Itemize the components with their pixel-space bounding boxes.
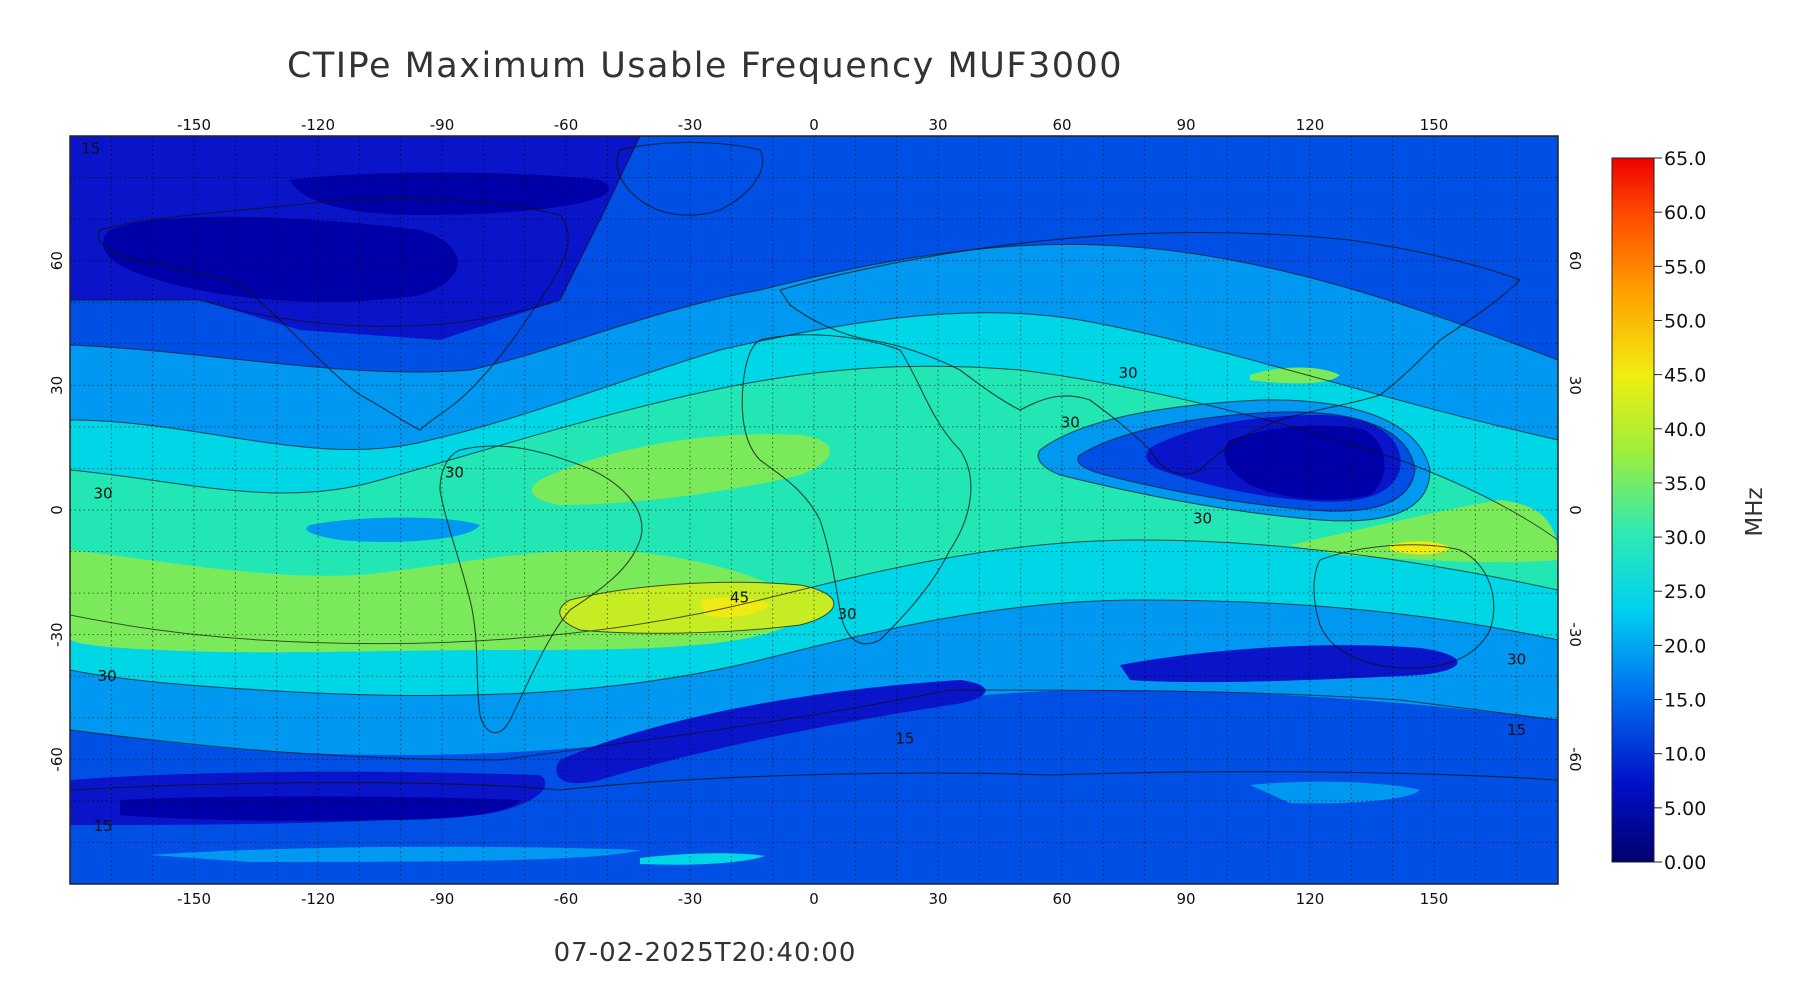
lat-tick-label-right: -60 bbox=[1566, 747, 1584, 772]
page-title: CTIPe Maximum Usable Frequency MUF3000 bbox=[286, 46, 1124, 86]
antarctica-outline bbox=[70, 771, 1558, 791]
colorbar: 65.0 60.0 55.0 50.0 45.0 40.0 35.0 30.0 25.0 20.0… bbox=[1611, 148, 1768, 874]
contour-value-label: 30 bbox=[1119, 364, 1138, 382]
colorbar-tick-label: 65.0 bbox=[1664, 148, 1706, 170]
lat-tick-label-right: 60 bbox=[1566, 251, 1584, 270]
colorbar-tick-label: 45.0 bbox=[1664, 365, 1706, 387]
contour-value-label: 15 bbox=[895, 730, 914, 748]
lon-tick-label-bottom: 30 bbox=[928, 890, 947, 908]
lon-tick-label-top: -120 bbox=[301, 116, 335, 134]
colorbar-unit-label: MHz bbox=[1742, 487, 1768, 536]
lon-tick-label-bottom: -90 bbox=[430, 890, 455, 908]
lon-tick-label-top: 120 bbox=[1296, 116, 1325, 134]
timestamp: 07-02-2025T20:40:00 bbox=[553, 938, 857, 968]
lat-tick-label-left: 0 bbox=[48, 505, 66, 515]
colorbar-tick-label: 0.00 bbox=[1664, 852, 1706, 874]
muf-contour-map: 15 30 30 30 30 45 30 30 30 15 15 30 15 bbox=[70, 136, 1558, 884]
colorbar-tick-label: 25.0 bbox=[1664, 581, 1706, 603]
africa-outline bbox=[741, 334, 972, 645]
lon-tick-label-top: -60 bbox=[554, 116, 579, 134]
contour-band-35-australia bbox=[1290, 500, 1558, 563]
lon-tick-label-top: 90 bbox=[1176, 116, 1195, 134]
lon-tick-label-bottom: 120 bbox=[1296, 890, 1325, 908]
colorbar-tick-label: 55.0 bbox=[1664, 256, 1706, 278]
contour-band-45 bbox=[700, 597, 770, 617]
contour-value-label: 30 bbox=[98, 667, 117, 685]
lat-tick-label-right: 30 bbox=[1566, 376, 1584, 395]
contour-labels: 15 30 30 30 30 45 30 30 30 15 15 30 15 bbox=[81, 139, 1526, 834]
contour-lines bbox=[70, 136, 1558, 761]
contour-band-far-south-20 bbox=[150, 846, 640, 862]
lon-tick-label-top: 60 bbox=[1052, 116, 1071, 134]
contour-band-na-dark bbox=[103, 216, 458, 302]
colorbar-tick-label: 5.00 bbox=[1664, 798, 1706, 820]
axis-labels: -150 -150 -120 -120 -90 -90 -60 -60 -30 -30 0 0 30 30… bbox=[48, 116, 1584, 908]
colorbar-tick-label: 40.0 bbox=[1664, 419, 1706, 441]
lon-tick-label-bottom: -150 bbox=[177, 890, 211, 908]
contour-value-label: 30 bbox=[838, 605, 857, 623]
colorbar-tick-label: 30.0 bbox=[1664, 527, 1706, 549]
eurasia-outline bbox=[779, 231, 1521, 475]
contour-value-label: 45 bbox=[730, 588, 749, 606]
contour-band-arctic-dark bbox=[290, 172, 609, 215]
colorbar-gradient bbox=[1611, 157, 1655, 863]
lon-tick-label-bottom: 60 bbox=[1052, 890, 1071, 908]
lon-tick-label-bottom: -120 bbox=[301, 890, 335, 908]
lon-tick-label-top: -150 bbox=[177, 116, 211, 134]
contour-value-label: 15 bbox=[94, 817, 113, 835]
contour-value-label: 30 bbox=[1193, 509, 1212, 527]
colorbar-tick-label: 15.0 bbox=[1664, 690, 1706, 712]
contour-value-label: 30 bbox=[1507, 651, 1526, 669]
lon-tick-label-top: 30 bbox=[928, 116, 947, 134]
contour-value-label: 15 bbox=[81, 139, 100, 157]
lon-tick-label-top: -90 bbox=[430, 116, 455, 134]
lon-tick-label-top: -30 bbox=[678, 116, 703, 134]
lon-tick-label-bottom: 0 bbox=[809, 890, 819, 908]
lon-tick-label-bottom: -60 bbox=[554, 890, 579, 908]
greenland-outline bbox=[616, 141, 764, 216]
lon-tick-label-top: 150 bbox=[1420, 116, 1449, 134]
contour-band-asia-5 bbox=[1224, 425, 1385, 500]
colorbar-tick-label: 20.0 bbox=[1664, 635, 1706, 657]
lat-tick-label-right: 0 bbox=[1566, 505, 1584, 515]
contour-value-label: 15 bbox=[1507, 721, 1526, 739]
map-grid bbox=[70, 136, 1558, 884]
contour-band-south-20 bbox=[1250, 781, 1420, 804]
contour-value-label: 30 bbox=[445, 464, 464, 482]
contour-band-40 bbox=[559, 582, 834, 634]
colorbar-ticks: 65.0 60.0 55.0 50.0 45.0 40.0 35.0 30.0 25.0 20.0… bbox=[1654, 148, 1706, 874]
colorbar-tick-label: 50.0 bbox=[1664, 310, 1706, 332]
colorbar-tick-label: 10.0 bbox=[1664, 744, 1706, 766]
contour-band-far-south-25 bbox=[640, 853, 765, 865]
lon-tick-label-bottom: 150 bbox=[1420, 890, 1449, 908]
map-frame bbox=[69, 135, 1559, 885]
contour-band-south-10b bbox=[556, 680, 986, 784]
contour-value-label: 30 bbox=[1061, 414, 1080, 432]
lat-tick-label-left: -60 bbox=[48, 747, 66, 772]
colorbar-tick-label: 60.0 bbox=[1664, 202, 1706, 224]
contour-band-south-10 bbox=[1120, 645, 1458, 683]
contour-value-label: 30 bbox=[94, 484, 113, 502]
north-america-outline bbox=[97, 197, 569, 431]
lon-tick-label-bottom: -30 bbox=[678, 890, 703, 908]
lat-tick-label-right: -30 bbox=[1566, 622, 1584, 647]
contour-band-35-east bbox=[1250, 367, 1340, 384]
contour-band-pacific-20 bbox=[306, 517, 480, 542]
lon-tick-label-bottom: 90 bbox=[1176, 890, 1195, 908]
contour-band-35-atlantic bbox=[531, 434, 830, 505]
coastlines bbox=[70, 141, 1558, 791]
contour-band-antarctic-5 bbox=[120, 796, 520, 821]
lat-tick-label-left: 60 bbox=[48, 251, 66, 270]
colorbar-tick-label: 35.0 bbox=[1664, 473, 1706, 495]
lat-tick-label-left: -30 bbox=[48, 622, 66, 647]
lon-tick-label-top: 0 bbox=[809, 116, 819, 134]
australia-outline bbox=[1313, 544, 1495, 669]
lat-tick-label-left: 30 bbox=[48, 376, 66, 395]
